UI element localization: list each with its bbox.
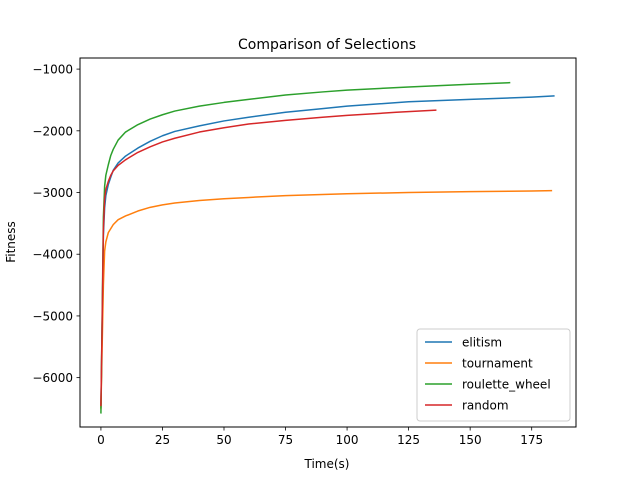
chart-title: Comparison of Selections (238, 37, 416, 53)
y-tick-label: −5000 (32, 309, 73, 323)
y-tick-label: −1000 (32, 63, 73, 77)
x-tick-label: 150 (459, 433, 482, 447)
legend-box (416, 328, 571, 422)
series-line-random (100, 109, 437, 407)
legend-label-roulette-wheel: roulette_wheel (462, 378, 551, 392)
series-line-tournament (100, 189, 553, 410)
x-axis-label: Time(s) (304, 457, 350, 471)
x-tick-label: 0 (97, 433, 105, 447)
legend-label-tournament: tournament (462, 357, 533, 371)
y-tick-label: −3000 (32, 186, 73, 200)
ticks-layer: 0 25 50 75 100 125 150 175 −6000 −5000 −4000 −3000 −… (32, 63, 543, 447)
x-tick-label: 75 (278, 433, 293, 447)
x-tick-label: 125 (397, 433, 420, 447)
series-line-elitism (100, 95, 555, 409)
y-tick-label: −6000 (32, 371, 73, 385)
legend-label-random: random (462, 399, 509, 413)
y-tick-label: −2000 (32, 124, 73, 138)
series-layer (100, 81, 555, 414)
y-axis-label: Fitness (4, 221, 18, 263)
legend-label-elitism: elitism (462, 336, 502, 350)
x-tick-label: 25 (155, 433, 170, 447)
y-tick-label: −4000 (32, 248, 73, 262)
plot-area-frame (79, 57, 577, 428)
x-tick-label: 175 (520, 433, 543, 447)
x-tick-label: 100 (336, 433, 359, 447)
series-line-roulette-wheel (100, 81, 511, 414)
x-tick-label: 50 (216, 433, 231, 447)
